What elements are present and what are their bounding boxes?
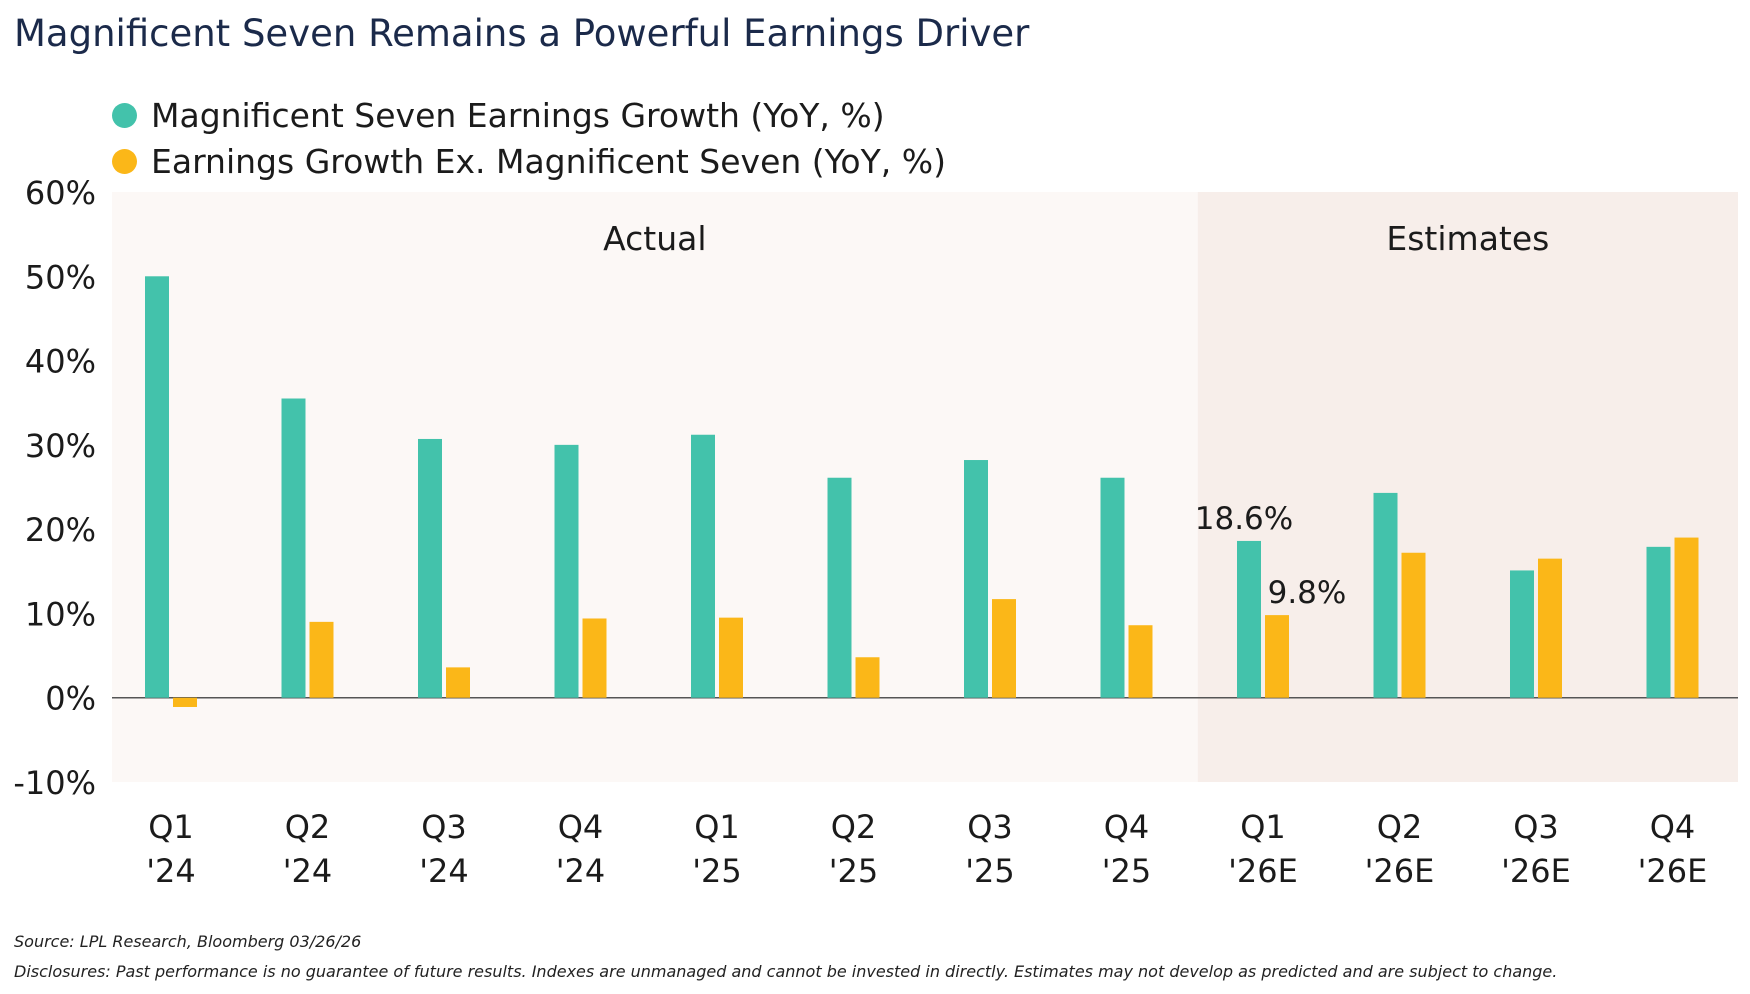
bar-exmag7-9 [1401,552,1426,698]
bar-mag7-1 [281,398,306,698]
bar-mag7-4 [691,434,715,698]
y-tick-label: 50% [25,258,96,296]
x-tick-label-year: '24 [283,852,333,890]
bar-exmag7-8 [1265,615,1289,698]
bar-mag7-0 [145,276,169,698]
source-note: Source: LPL Research, Bloomberg 03/26/26 [14,932,362,951]
x-tick-label-quarter: Q1 [1240,808,1286,846]
bar-exmag7-10 [1538,558,1562,698]
y-tick-label: -10% [13,764,96,802]
bar-exmag7-11 [1674,537,1699,698]
legend-item-mag7: Magnificent Seven Earnings Growth (YoY, … [112,92,946,138]
bar-mag7-2 [418,438,442,698]
bar-exmag7-0 [173,697,197,707]
chart-title: Magnificent Seven Remains a Powerful Ear… [14,12,1030,55]
bar-mag7-7 [1100,477,1125,698]
bar-mag7-11 [1646,546,1671,698]
data-label: 9.8% [1268,575,1347,611]
x-tick-label-year: '26E [1365,852,1435,890]
bar-exmag7-6 [992,599,1016,698]
x-tick-label-year: '25 [692,852,742,890]
x-tick-label-quarter: Q4 [1650,808,1696,846]
x-tick-label-year: '25 [965,852,1015,890]
y-tick-label: 10% [25,595,96,633]
x-tick-label-quarter: Q3 [421,808,467,846]
y-tick-label: 40% [25,343,96,381]
bar-mag7-3 [554,444,579,698]
x-tick-label-year: '26E [1501,852,1571,890]
disclosure-note: Disclosures: Past performance is no guar… [14,962,1558,981]
x-tick-label-quarter: Q4 [558,808,604,846]
x-tick-label-quarter: Q1 [148,808,194,846]
data-label: 18.6% [1195,501,1293,537]
legend-label-mag7: Magnificent Seven Earnings Growth (YoY, … [151,95,885,135]
x-tick-label-quarter: Q2 [1377,808,1423,846]
y-tick-label: 30% [25,427,96,465]
x-tick-label-quarter: Q2 [831,808,877,846]
bar-exmag7-2 [446,667,470,698]
x-tick-label-quarter: Q3 [967,808,1013,846]
bar-exmag7-7 [1128,625,1153,698]
bar-mag7-8 [1237,540,1261,698]
bar-exmag7-5 [855,657,880,698]
bar-mag7-10 [1510,570,1534,698]
x-tick-label-year: '25 [1102,852,1152,890]
y-tick-label: 60% [25,174,96,212]
region-actual-background [112,192,1198,782]
bar-mag7-5 [827,477,852,698]
x-tick-label-year: '24 [419,852,469,890]
bar-mag7-9 [1373,492,1398,698]
x-tick-label-year: '25 [829,852,879,890]
x-tick-label-quarter: Q3 [1513,808,1559,846]
bar-exmag7-4 [719,617,743,698]
legend-swatch-mag7 [112,102,137,128]
chart-legend: Magnificent Seven Earnings Growth (YoY, … [112,92,946,184]
x-tick-label-quarter: Q2 [285,808,331,846]
x-tick-label-quarter: Q1 [694,808,740,846]
x-tick-label-year: '24 [146,852,196,890]
bar-mag7-6 [964,460,988,698]
region-label-actual: Actual [603,219,706,258]
region-label-estimates: Estimates [1386,219,1549,258]
y-tick-label: 0% [45,680,96,718]
x-tick-label-year: '26E [1228,852,1298,890]
bar-exmag7-1 [309,621,334,698]
legend-label-exmag7: Earnings Growth Ex. Magnificent Seven (Y… [151,141,946,181]
y-tick-label: 20% [25,511,96,549]
legend-swatch-exmag7 [112,148,137,174]
bar-exmag7-3 [582,618,607,698]
x-tick-label-year: '24 [556,852,606,890]
x-tick-label-year: '26E [1638,852,1708,890]
legend-item-exmag7: Earnings Growth Ex. Magnificent Seven (Y… [112,138,946,184]
x-tick-label-quarter: Q4 [1104,808,1150,846]
